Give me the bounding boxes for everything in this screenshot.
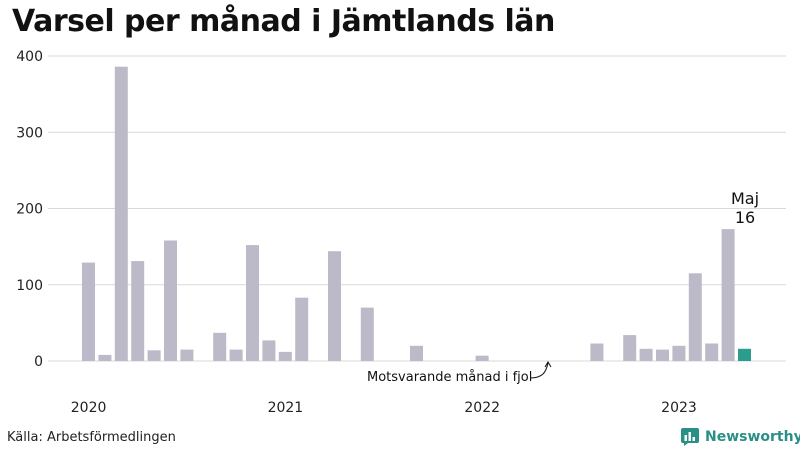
y-tick-label: 300 — [16, 125, 43, 141]
bar-series — [82, 66, 751, 362]
highlight-bar — [738, 348, 751, 361]
x-year-label: 2021 — [268, 400, 304, 416]
chart-title: Varsel per månad i Jämtlands län — [12, 4, 555, 39]
bar — [262, 340, 276, 361]
bar — [672, 345, 686, 362]
bar — [246, 245, 259, 361]
x-year-label: 2023 — [661, 400, 697, 416]
reference-annotation: Motsvarande månad i fjol — [367, 370, 532, 385]
reference-arrow — [529, 362, 549, 379]
source-note: Källa: Arbetsförmedlingen — [7, 430, 176, 445]
x-year-label: 2020 — [71, 400, 107, 416]
y-tick-label: 400 — [16, 49, 43, 65]
bar — [278, 351, 292, 361]
highlight-callout: Maj 16 — [731, 189, 759, 227]
bar — [688, 273, 702, 361]
x-axis-year-labels: 2020 2021 2022 2023 — [71, 400, 697, 416]
bar — [213, 332, 227, 361]
highlight-month-label: Maj — [731, 189, 759, 208]
bar — [180, 349, 194, 361]
x-year-label: 2022 — [464, 400, 500, 416]
bar — [328, 251, 341, 361]
newsworthy-logo: Newsworthy — [681, 428, 800, 446]
bar — [295, 297, 309, 361]
highlight-value-label: 16 — [735, 208, 755, 227]
y-tick-label: 100 — [16, 278, 43, 294]
bar — [360, 307, 374, 361]
bar — [98, 354, 112, 361]
bar — [590, 343, 604, 361]
bar — [164, 240, 177, 361]
bar — [131, 261, 145, 361]
bar — [475, 355, 489, 361]
bar — [623, 335, 637, 361]
newsworthy-icon — [681, 428, 699, 446]
bar — [639, 348, 653, 361]
bar — [410, 345, 423, 362]
reference-annotation-group: Motsvarande månad i fjol — [367, 361, 552, 385]
bar — [721, 229, 735, 361]
y-tick-label: 0 — [34, 354, 43, 370]
bar — [229, 349, 243, 361]
bar — [656, 349, 669, 361]
reference-arrowhead — [544, 361, 552, 368]
bar — [147, 350, 161, 361]
bar — [82, 262, 95, 361]
bar — [705, 343, 719, 361]
bar — [114, 66, 128, 361]
y-tick-label: 200 — [16, 202, 43, 218]
brand-name: Newsworthy — [705, 429, 800, 445]
